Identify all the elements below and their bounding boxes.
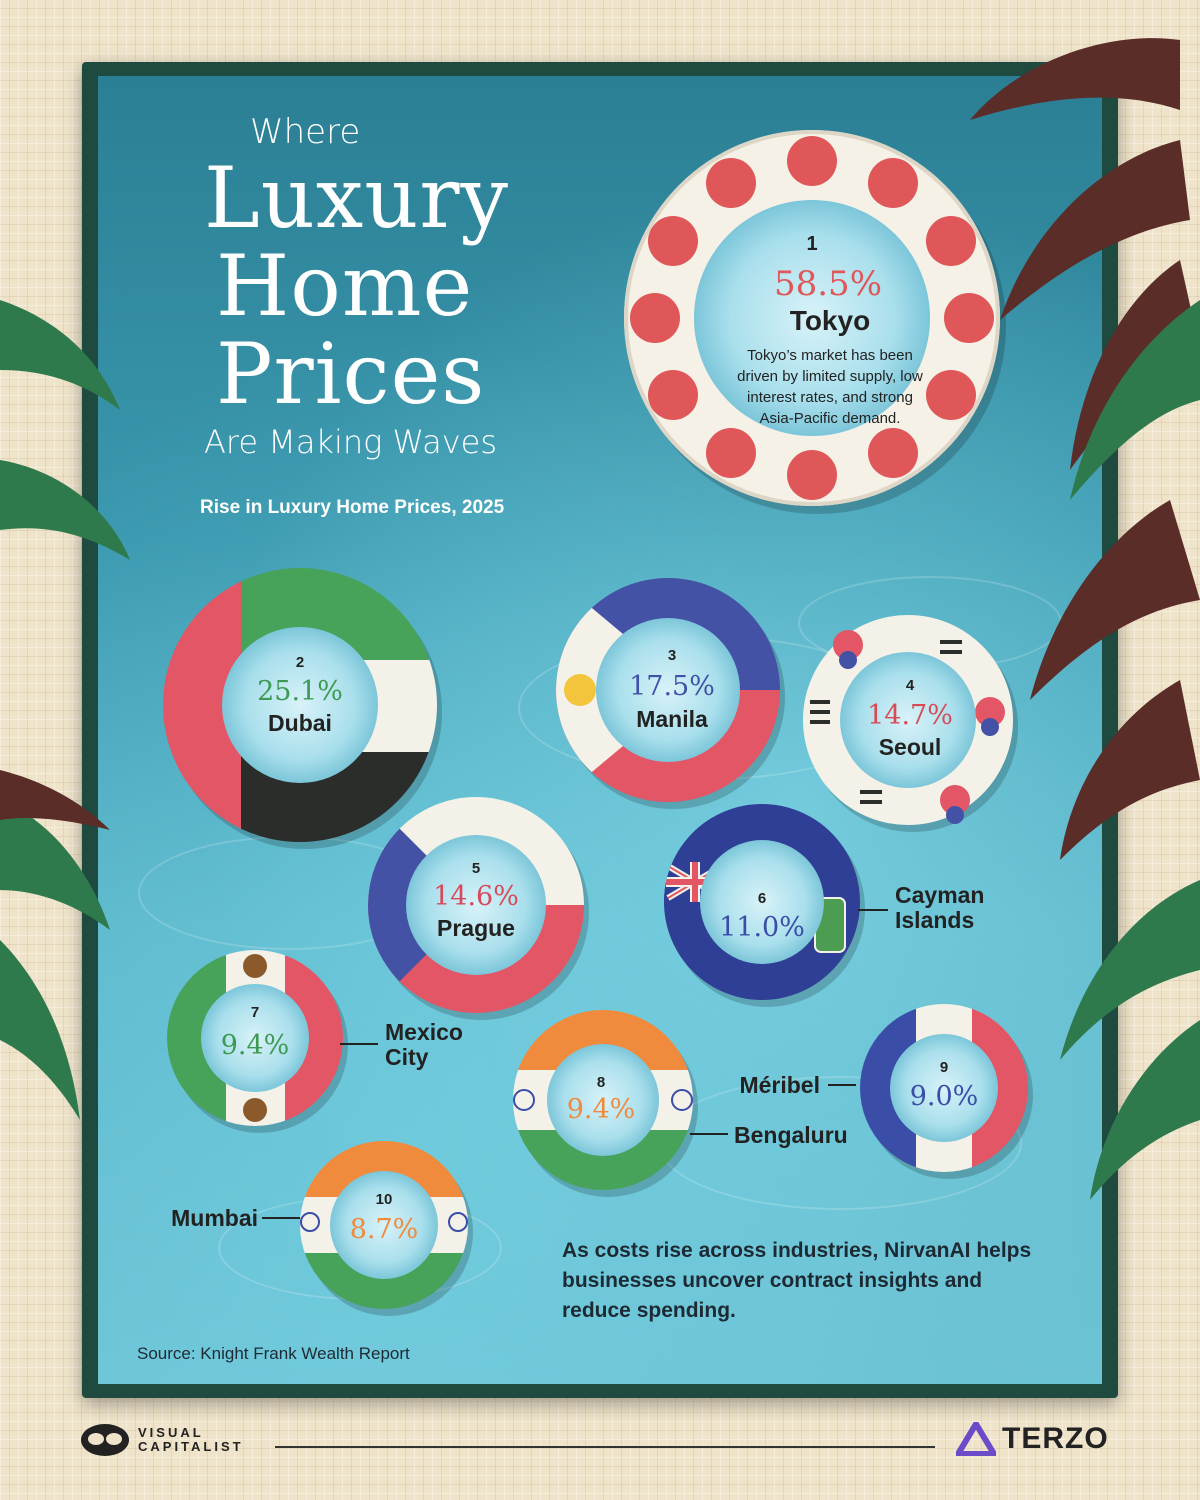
rank-tokyo: 1 — [806, 233, 817, 255]
rank-meribel: 9 — [940, 1059, 948, 1076]
title-prices: Prices — [216, 325, 486, 423]
desc-tokyo-1: Tokyo’s market has been — [747, 347, 913, 364]
ring-seoul — [803, 615, 1018, 832]
palm-tree-right — [970, 38, 1200, 1200]
title-where: Where — [250, 112, 361, 152]
rank-mexico-city: 7 — [251, 1004, 259, 1021]
city-meribel: Méribel — [739, 1072, 820, 1098]
desc-tokyo-4: Asia-Pacific demand. — [760, 410, 901, 427]
rank-bengaluru: 8 — [597, 1074, 605, 1091]
terzo-wordmark: TERZO — [1002, 1422, 1109, 1455]
rank-mumbai: 10 — [376, 1191, 393, 1208]
pct-mexico-city: 9.4% — [221, 1030, 290, 1061]
city-mexico-2: City — [385, 1044, 429, 1070]
terzo-triangle-icon — [956, 1422, 996, 1456]
ring-mumbai — [300, 1141, 473, 1316]
ring-prague — [368, 797, 589, 1020]
label-connectors — [262, 909, 888, 1219]
title-sub: Are Making Waves — [204, 423, 497, 461]
visual-capitalist-logo[interactable]: VISUAL CAPITALIST — [80, 1422, 244, 1458]
vc-logo-line1: VISUAL — [138, 1425, 204, 1440]
title-luxury: Luxury — [204, 149, 509, 247]
vc-logo-line2: CAPITALIST — [138, 1439, 244, 1454]
rank-cayman: 6 — [758, 890, 766, 907]
rank-prague: 5 — [472, 860, 480, 877]
pct-prague: 14.6% — [433, 881, 519, 912]
desc-tokyo-3: interest rates, and strong — [747, 389, 913, 406]
rank-manila: 3 — [668, 647, 676, 664]
pct-dubai: 25.1% — [257, 676, 343, 707]
ring-manila — [556, 578, 785, 809]
palm-tree-left — [0, 300, 130, 1120]
ring-tokyo — [624, 130, 1006, 514]
city-mexico-1: Mexico — [385, 1019, 463, 1045]
city-tokyo: Tokyo — [790, 305, 870, 336]
pct-mumbai: 8.7% — [350, 1214, 419, 1245]
sponsor-text: As costs rise across industries, NirvanA… — [562, 1239, 1032, 1322]
pct-meribel: 9.0% — [910, 1081, 979, 1112]
city-cayman-2: Islands — [895, 907, 974, 933]
ring-dubai — [163, 568, 442, 849]
pct-seoul: 14.7% — [867, 700, 953, 731]
ring-mexico-city — [167, 950, 348, 1133]
pct-bengaluru: 9.4% — [567, 1094, 636, 1125]
title-home: Home — [216, 237, 474, 335]
city-mumbai: Mumbai — [171, 1205, 258, 1231]
pct-cayman: 11.0% — [719, 912, 805, 943]
vc-mask-icon — [81, 1424, 129, 1456]
city-seoul: Seoul — [879, 734, 942, 760]
rank-seoul: 4 — [906, 677, 915, 694]
pct-tokyo: 58.5% — [774, 264, 882, 304]
pct-manila: 17.5% — [629, 671, 715, 702]
footer-divider — [275, 1446, 935, 1448]
source-note: Source: Knight Frank Wealth Report — [137, 1344, 410, 1363]
desc-tokyo-2: driven by limited supply, low — [737, 368, 923, 385]
city-cayman-1: Cayman — [895, 882, 984, 908]
ring-cayman — [664, 804, 865, 1007]
chart-subtitle: Rise in Luxury Home Prices, 2025 — [200, 497, 505, 518]
terzo-logo[interactable]: TERZO — [956, 1422, 1109, 1456]
city-prague: Prague — [437, 915, 515, 941]
city-bengaluru: Bengaluru — [734, 1122, 848, 1148]
city-manila: Manila — [636, 706, 708, 732]
rank-dubai: 2 — [296, 654, 304, 671]
city-dubai: Dubai — [268, 710, 332, 736]
